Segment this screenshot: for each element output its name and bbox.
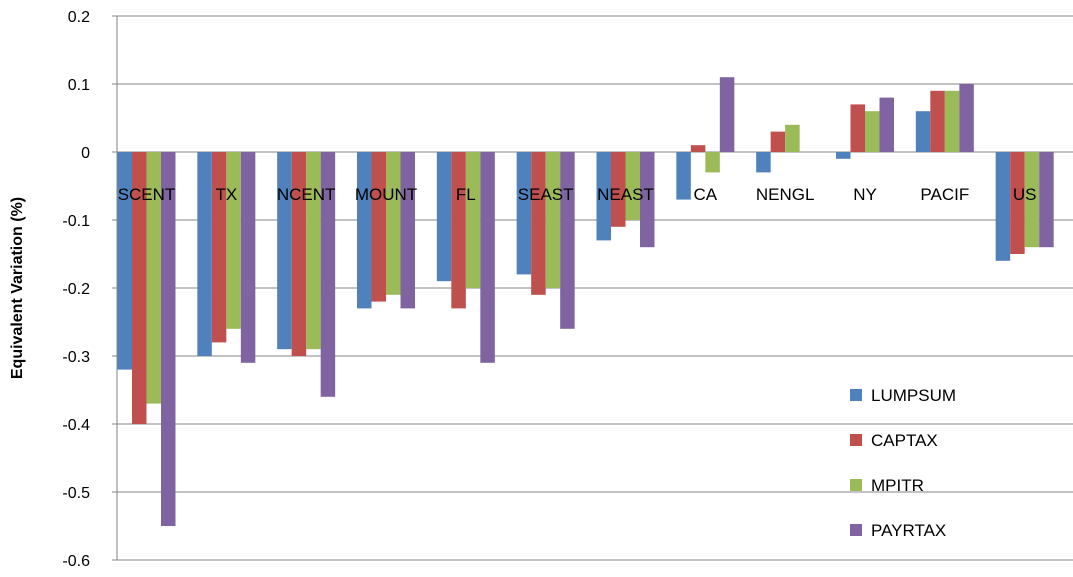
category-label: TX	[215, 185, 237, 204]
category-label: PACIF	[920, 185, 969, 204]
bar-payrtax-scent	[161, 152, 176, 526]
bar-captax-mount	[371, 152, 386, 302]
bar-captax-scent	[132, 152, 147, 424]
category-label: CA	[694, 185, 718, 204]
bar-mpitr-fl	[465, 152, 481, 288]
bar-payrtax-mount	[400, 152, 415, 309]
category-label: SCENT	[118, 185, 176, 204]
y-tick-label: 0	[81, 145, 90, 162]
bar-mpitr-ncent	[306, 152, 321, 350]
y-tick-label: 0.1	[68, 77, 90, 94]
legend-swatch	[850, 434, 862, 446]
category-labels: SCENT TX NCENT MOUNT FL SEAST NEAST CA NENGL NY PA…	[118, 185, 1037, 204]
y-tick-label: -0.6	[62, 553, 90, 570]
category-label: MOUNT	[355, 185, 417, 204]
category-label: US	[1013, 185, 1037, 204]
bar-payrtax-pacif	[959, 84, 974, 152]
bar-mpitr-mount	[386, 152, 401, 295]
bar-payrtax-tx	[240, 152, 256, 363]
y-tick-label: -0.5	[62, 485, 90, 502]
bar-mpitr-tx	[226, 152, 241, 329]
bar-lumpsum-fl	[436, 152, 452, 282]
bar-mpitr-pacif	[944, 90, 960, 152]
y-tick-labels: 0.2 0.1 0 -0.1 -0.2 -0.3 -0.4 -0.5 -0.6	[62, 9, 90, 570]
bar-captax-nengl	[770, 131, 786, 152]
bar-captax-ny	[850, 104, 865, 152]
bar-captax-us	[1010, 152, 1025, 254]
bar-payrtax-ny	[879, 97, 894, 152]
bar-lumpsum-neast	[596, 152, 611, 241]
y-tick-label: -0.4	[62, 417, 90, 434]
category-label: NENGL	[756, 185, 815, 204]
legend-swatch	[850, 389, 862, 401]
category-label: NY	[853, 185, 877, 204]
bar-mpitr-ny	[865, 111, 880, 152]
bar-lumpsum-seast	[516, 152, 532, 275]
bar-mpitr-neast	[625, 152, 640, 220]
legend-label: MPITR	[871, 476, 924, 495]
bar-payrtax-ca	[719, 77, 735, 152]
bar-lumpsum-nengl	[756, 152, 771, 173]
category-label: NEAST	[597, 185, 654, 204]
bar-lumpsum-us	[995, 152, 1011, 261]
legend-label: CAPTAX	[871, 431, 938, 450]
legend-swatch	[850, 479, 862, 491]
bar-payrtax-neast	[640, 152, 655, 248]
bar-payrtax-seast	[560, 152, 575, 329]
bar-mpitr-scent	[146, 152, 161, 404]
legend-label: PAYRTAX	[871, 521, 946, 540]
bar-captax-fl	[451, 152, 466, 309]
legend-swatch	[850, 524, 862, 536]
bar-captax-pacif	[930, 90, 945, 152]
category-label: SEAST	[518, 185, 574, 204]
bar-captax-tx	[211, 152, 227, 343]
y-tick-label: 0.2	[68, 9, 90, 26]
y-tick-label: -0.2	[62, 281, 90, 298]
bar-payrtax-ncent	[320, 152, 336, 397]
bars	[117, 77, 1054, 526]
bar-captax-ncent	[291, 152, 307, 356]
bar-payrtax-fl	[480, 152, 495, 363]
category-label: NCENT	[277, 185, 336, 204]
bar-lumpsum-scent	[117, 152, 132, 370]
bar-payrtax-us	[1039, 152, 1054, 248]
y-tick-label: -0.3	[62, 349, 90, 366]
y-axis-title: Equivalent Variation (%)	[9, 197, 26, 379]
y-tick-label: -0.1	[62, 213, 90, 230]
legend-label: LUMPSUM	[871, 386, 956, 405]
bar-lumpsum-tx	[197, 152, 212, 356]
gridlines	[112, 15, 1073, 561]
bar-lumpsum-ny	[836, 152, 851, 159]
bar-lumpsum-mount	[357, 152, 372, 309]
bar-captax-seast	[531, 152, 546, 295]
bar-lumpsum-ca	[676, 152, 691, 200]
bar-captax-neast	[611, 152, 626, 227]
bar-captax-ca	[690, 145, 706, 152]
bar-lumpsum-pacif	[915, 111, 931, 152]
bar-mpitr-seast	[545, 152, 561, 288]
bar-mpitr-ca	[705, 152, 720, 173]
bar-mpitr-nengl	[785, 124, 800, 152]
legend: LUMPSUM CAPTAX MPITR PAYRTAX	[850, 386, 956, 540]
category-label: FL	[456, 185, 476, 204]
bar-lumpsum-ncent	[277, 152, 292, 350]
bar-mpitr-us	[1024, 152, 1040, 248]
